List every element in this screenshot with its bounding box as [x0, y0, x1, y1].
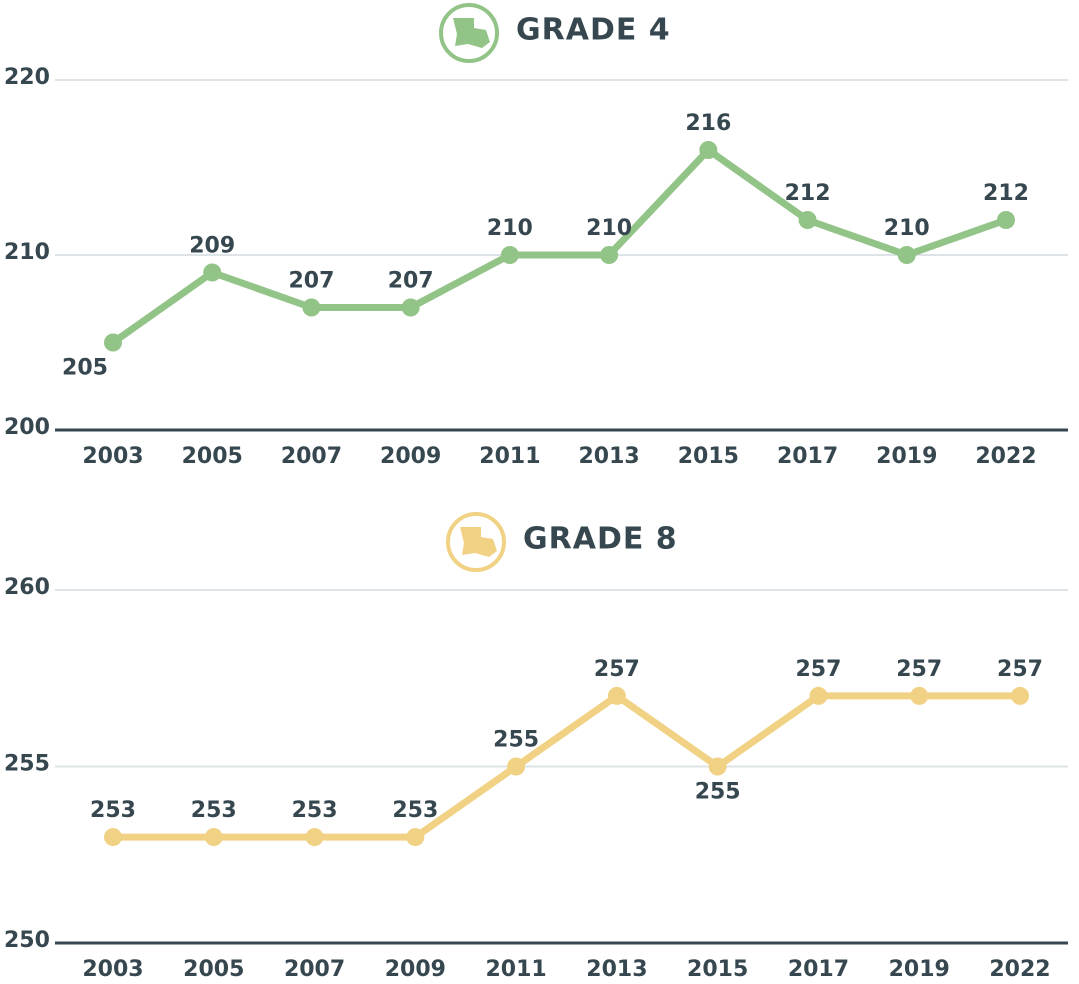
point — [104, 333, 122, 352]
data-label: 257 — [795, 657, 841, 682]
data-label: 253 — [90, 798, 136, 823]
x-tick-label: 2013 — [586, 957, 647, 982]
x-tick-label: 2017 — [788, 957, 849, 982]
chart-title: GRADE 4 — [516, 13, 671, 48]
data-label: 216 — [685, 111, 731, 136]
point — [305, 828, 324, 847]
data-label: 212 — [983, 181, 1029, 206]
data-label: 253 — [292, 798, 338, 823]
data-label: 205 — [62, 356, 108, 381]
x-tick-label: 2007 — [281, 444, 342, 469]
chart-title: GRADE 8 — [523, 522, 678, 557]
point — [204, 828, 223, 847]
x-tick-label: 2013 — [578, 444, 639, 469]
point — [607, 686, 626, 705]
grade8-icon — [446, 512, 506, 572]
x-tick-label: 2003 — [82, 444, 143, 469]
x-tick-label: 2005 — [182, 444, 243, 469]
x-tick-label: 2009 — [380, 444, 441, 469]
y-tick-label: 255 — [4, 752, 50, 777]
data-label: 209 — [189, 234, 235, 259]
data-label: 210 — [487, 216, 533, 241]
data-label: 210 — [586, 216, 632, 241]
y-tick-label: 220 — [4, 65, 50, 90]
x-tick-label: 2007 — [284, 957, 345, 982]
y-tick-label: 210 — [4, 240, 50, 265]
x-tick-label: 2022 — [975, 444, 1036, 469]
point — [910, 686, 929, 705]
data-label: 253 — [392, 798, 438, 823]
y-tick-label: 250 — [4, 928, 50, 953]
grade4-icon — [439, 3, 499, 63]
x-tick-label: 2015 — [678, 444, 739, 469]
point — [897, 246, 916, 264]
x-tick-label: 2019 — [889, 957, 950, 982]
point — [699, 141, 718, 159]
point — [798, 211, 817, 229]
data-label: 257 — [997, 657, 1043, 682]
data-label: 255 — [695, 780, 741, 805]
point — [809, 686, 828, 705]
x-tick-label: 2019 — [876, 444, 937, 469]
data-label: 255 — [493, 728, 539, 753]
line — [110, 146, 1008, 346]
x-tick-label: 2003 — [82, 957, 143, 982]
point — [1011, 686, 1029, 705]
point — [997, 211, 1015, 229]
point — [104, 828, 122, 847]
data-label: 253 — [191, 798, 237, 823]
point — [302, 298, 321, 317]
point — [203, 263, 222, 282]
data-label: 257 — [594, 657, 640, 682]
data-label: 207 — [388, 269, 434, 294]
x-tick-label: 2015 — [687, 957, 748, 982]
data-label: 212 — [785, 181, 831, 206]
x-tick-label: 2011 — [479, 444, 540, 469]
point — [500, 246, 519, 264]
point — [600, 246, 619, 264]
x-tick-label: 2022 — [989, 957, 1050, 982]
x-tick-label: 2011 — [485, 957, 546, 982]
x-tick-label: 2005 — [183, 957, 244, 982]
point — [507, 757, 526, 776]
y-tick-label: 200 — [4, 415, 50, 440]
point — [406, 828, 425, 847]
y-tick-label: 260 — [4, 575, 50, 600]
point — [401, 298, 420, 317]
data-label: 207 — [288, 269, 334, 294]
line — [113, 692, 1020, 841]
x-tick-label: 2009 — [385, 957, 446, 982]
data-label: 257 — [896, 657, 942, 682]
x-tick-label: 2017 — [777, 444, 838, 469]
data-label: 210 — [884, 216, 930, 241]
point — [708, 757, 727, 776]
